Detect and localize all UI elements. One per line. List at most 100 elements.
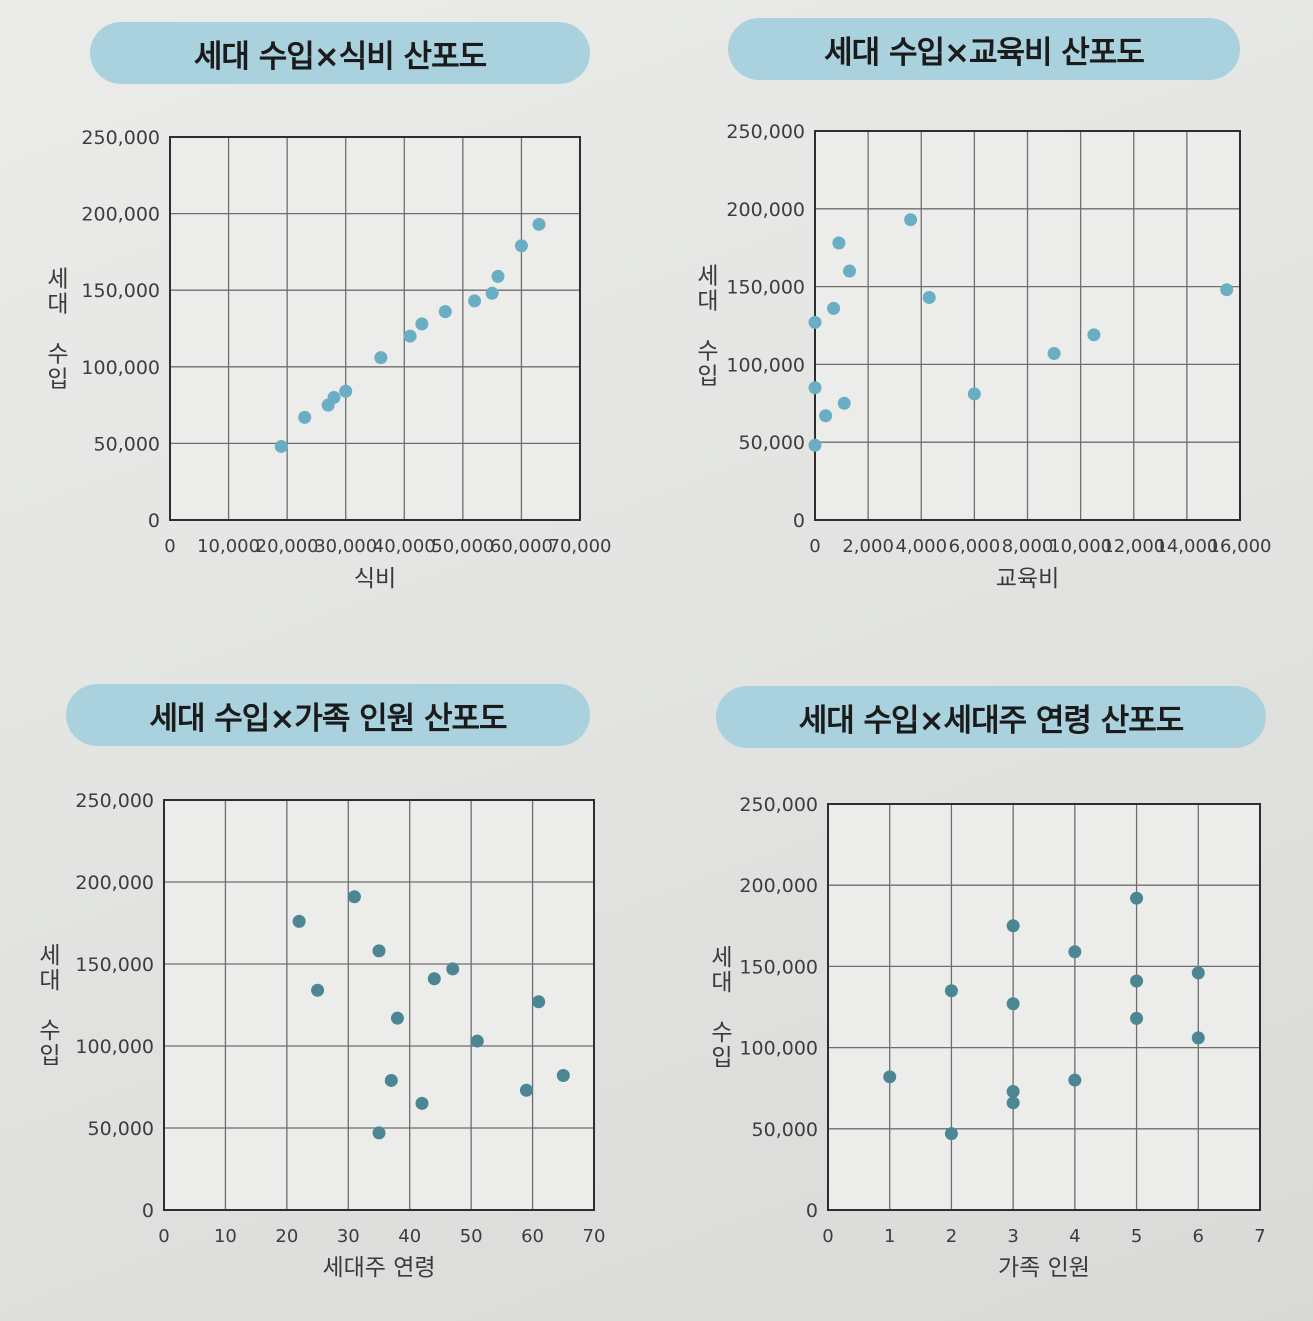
chart-2-x-axis-label: 교육비: [996, 566, 1059, 592]
chart-4-data-point: [1130, 974, 1144, 988]
chart-4-data-point: [1130, 1011, 1144, 1025]
chart-4-ytick-label: 0: [806, 1200, 818, 1222]
chart-1-xtick-label: 40,000: [373, 536, 436, 557]
chart-3-xtick-label: 30: [337, 1226, 360, 1247]
chart-1-data-point: [403, 329, 417, 343]
chart-1-data-point: [415, 317, 429, 331]
chart-2-scatter: 0 50,000 100,000 150,000 200,000 250,000 0 2,00…: [697, 121, 1272, 592]
chart-3-xtick-label: 20: [275, 1226, 298, 1247]
chart-2-data-point: [967, 387, 981, 401]
chart-4-ytick-label: 200,000: [739, 875, 818, 897]
chart-3-ytick-label: 100,000: [75, 1036, 154, 1058]
chart-4-data-point: [883, 1070, 897, 1084]
chart-1-data-point: [438, 305, 452, 319]
chart-2-title: 세대 수입×교육비 산포도: [728, 18, 1240, 80]
chart-1-x-axis-label: 식비: [354, 566, 396, 592]
chart-1-ytick-label: 200,000: [81, 204, 160, 226]
chart-3-data-point: [311, 983, 325, 997]
chart-1-xtick-label: 0: [164, 536, 175, 557]
chart-3-xtick-label: 0: [158, 1226, 169, 1247]
chart-4-ytick-label: 150,000: [739, 956, 818, 978]
chart-3-xtick-label: 70: [583, 1226, 606, 1247]
chart-2-ytick-label: 250,000: [726, 121, 805, 143]
chart-4-xtick-label: 7: [1254, 1226, 1265, 1247]
chart-1-xtick-label: 50,000: [431, 536, 494, 557]
chart-3-ytick-label: 50,000: [88, 1118, 154, 1140]
chart-1-data-point: [339, 384, 353, 398]
chart-1-data-point: [491, 269, 505, 283]
chart-1-data-point: [485, 286, 499, 300]
chart-2-xtick-label: 6,000: [949, 536, 1001, 557]
chart-4-data-point: [1006, 1096, 1020, 1110]
chart-4-xtick-label: 3: [1007, 1226, 1018, 1247]
chart-2-data-point: [922, 290, 936, 304]
chart-3-plot-area: [164, 800, 594, 1210]
chart-4-xtick-label: 5: [1131, 1226, 1142, 1247]
chart-4-data-point: [1191, 1031, 1205, 1045]
chart-2-data-point: [1087, 328, 1101, 342]
chart-3-data-point: [384, 1073, 398, 1087]
chart-3-xtick-label: 10: [214, 1226, 237, 1247]
chart-1-data-point: [374, 351, 388, 365]
chart-2-ytick-label: 100,000: [726, 354, 805, 376]
chart-4-data-point: [1191, 966, 1205, 980]
chart-3-xtick-label: 40: [398, 1226, 421, 1247]
chart-2-xtick-label: 10,000: [1049, 536, 1112, 557]
chart-3-ytick-label: 200,000: [75, 872, 154, 894]
chart-2-data-point: [843, 264, 857, 278]
chart-3-data-point: [372, 944, 386, 958]
chart-1-frame: [169, 136, 581, 521]
chart-1-ytick-label: 150,000: [81, 280, 160, 302]
chart-3-data-point: [556, 1069, 570, 1083]
chart-3-ytick-label: 0: [142, 1200, 154, 1222]
chart-3-data-point: [372, 1126, 386, 1140]
chart-3-title: 세대 수입×가족 인원 산포도: [66, 684, 590, 746]
chart-4-data-point: [1068, 945, 1082, 959]
chart-4-ytick-label: 100,000: [739, 1038, 818, 1060]
chart-4-ytick-label: 250,000: [739, 794, 818, 816]
chart-2-xtick-label: 14,000: [1155, 536, 1218, 557]
chart-1-scatter: 0 50,000 100,000 150,000 200,000 250,000 0 10,0…: [47, 127, 612, 592]
chart-4-title: 세대 수입×세대주 연령 산포도: [716, 686, 1266, 748]
chart-3-frame: [163, 799, 595, 1211]
chart-3-data-point: [427, 972, 441, 986]
chart-4-xtick-label: 6: [1193, 1226, 1204, 1247]
chart-2-data-point: [1047, 347, 1061, 361]
chart-1-xtick-label: 20,000: [256, 536, 319, 557]
chart-2-data-point: [808, 438, 822, 452]
chart-1-ytick-label: 50,000: [94, 433, 160, 455]
chart-1-data-point: [327, 390, 341, 404]
chart-4-data-point: [1006, 1084, 1020, 1098]
chart-1-data-point: [298, 410, 312, 424]
chart-4-xtick-label: 0: [822, 1226, 833, 1247]
chart-2-xtick-label: 16,000: [1209, 536, 1272, 557]
chart-1-xtick-label: 70,000: [549, 536, 612, 557]
chart-2-xtick-label: 2,000: [842, 536, 894, 557]
chart-2-xtick-label: 0: [809, 536, 820, 557]
chart-4-data-point: [1006, 919, 1020, 933]
chart-2-data-point: [819, 409, 833, 423]
chart-2-data-point: [904, 213, 918, 227]
chart-1-ytick-label: 250,000: [81, 127, 160, 149]
chart-3-scatter: 0 50,000 100,000 150,000 200,000 250,000 0 10 20…: [39, 790, 606, 1281]
chart-2-data-point: [1220, 283, 1234, 297]
chart-3-data-point: [347, 890, 361, 904]
chart-4-x-axis-label: 가족 인원: [998, 1255, 1090, 1281]
chart-3-ytick-label: 150,000: [75, 954, 154, 976]
chart-1-xtick-label: 60,000: [490, 536, 553, 557]
chart-2-ytick-label: 150,000: [726, 277, 805, 299]
chart-3-x-axis-label: 세대주 연령: [322, 1255, 435, 1281]
chart-1-ytick-label: 100,000: [81, 357, 160, 379]
chart-4-data-point: [1130, 891, 1144, 905]
chart-4-data-point: [944, 984, 958, 998]
chart-4-ytick-label: 50,000: [752, 1119, 818, 1141]
chart-2-data-point: [832, 236, 846, 250]
chart-1-xtick-label: 10,000: [197, 536, 260, 557]
chart-4-xtick-label: 4: [1069, 1226, 1080, 1247]
chart-2-data-point: [808, 315, 822, 329]
chart-4-xtick-label: 2: [946, 1226, 957, 1247]
chart-3-xtick-label: 60: [521, 1226, 544, 1247]
